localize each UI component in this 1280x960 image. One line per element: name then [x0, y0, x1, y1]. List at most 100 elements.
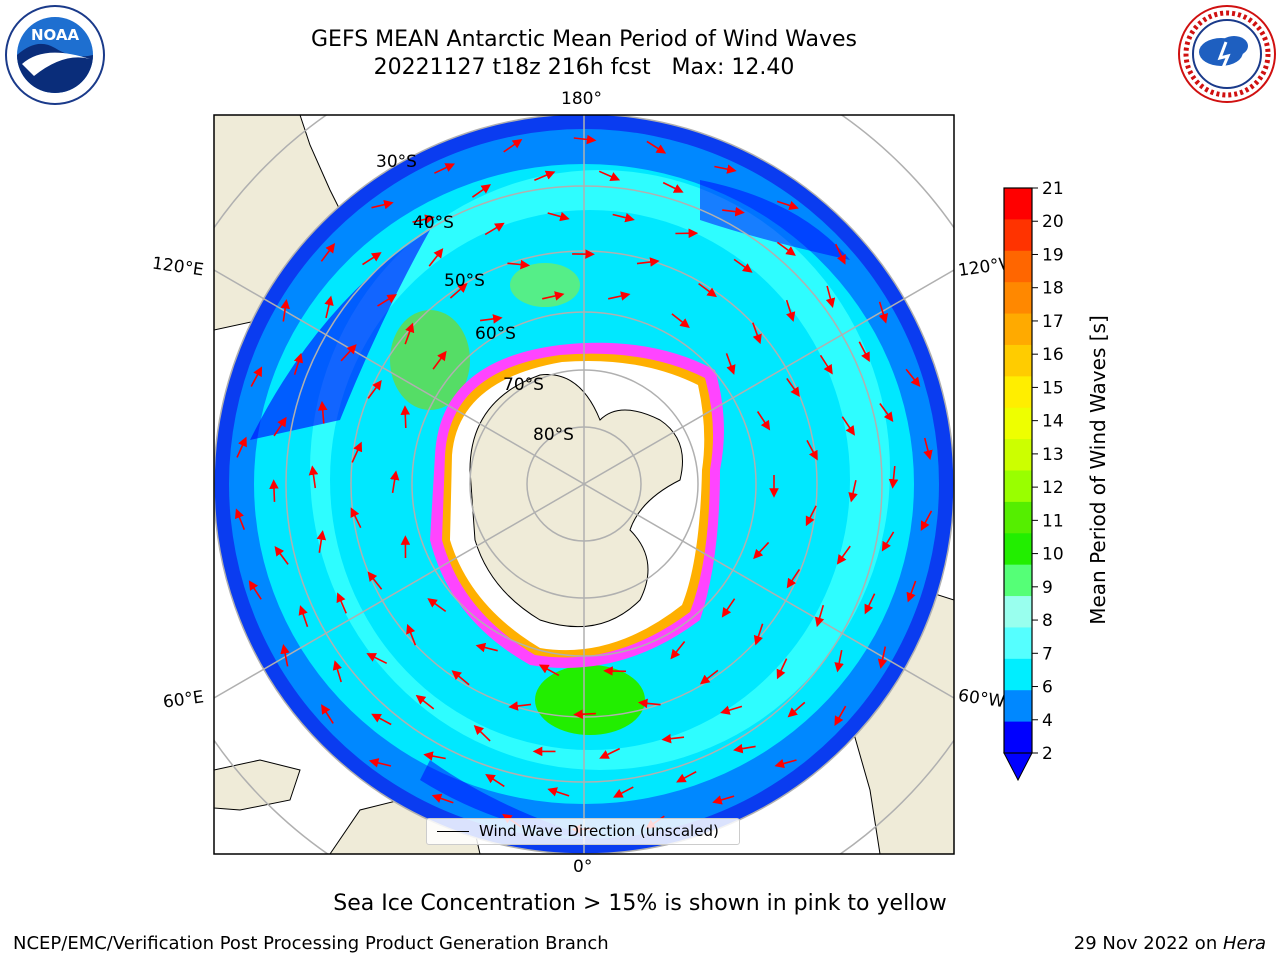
footer-date-text: 29 Nov 2022 on: [1073, 933, 1223, 954]
wave-direction-arrow: [280, 643, 290, 667]
wave-direction-arrow: [841, 416, 855, 436]
wave-direction-arrow: [573, 709, 596, 719]
wave-direction-arrow: [786, 377, 800, 398]
colorbar-tick-label: 20: [1042, 212, 1064, 232]
wave-direction-arrow: [340, 344, 357, 362]
wave-direction-arrow: [321, 704, 334, 724]
colorbar-tick-label: 12: [1042, 478, 1064, 498]
wave-direction-arrow: [733, 258, 753, 273]
wave-direction-arrow: [415, 694, 435, 710]
colorbar-cell: [1004, 344, 1032, 377]
wave-direction-arrow: [905, 368, 921, 388]
colorbar-tick-label: 11: [1042, 511, 1064, 531]
wave-direction-arrow: [377, 294, 397, 307]
colorbar-cell: [1004, 721, 1032, 754]
wave-direction-arrow: [864, 593, 876, 615]
wave-direction-arrow: [613, 786, 634, 798]
wave-direction-arrow: [434, 163, 456, 174]
colorbar-extend-triangle: [1003, 752, 1033, 782]
wave-direction-arrow: [814, 604, 825, 628]
wave-direction-arrow: [273, 416, 287, 437]
colorbar-cell: [1004, 282, 1032, 315]
colorbar-cell: [1004, 596, 1032, 628]
colorbar-cell: [1004, 658, 1032, 691]
wave-direction-arrow: [274, 546, 289, 565]
wave-direction-arrow: [320, 243, 336, 262]
colorbar-cell: [1004, 376, 1032, 409]
wave-direction-arrow: [698, 282, 717, 298]
nws-logo: [1178, 5, 1276, 103]
wave-direction-arrow: [248, 580, 262, 600]
wave-direction-arrow: [725, 353, 736, 375]
wave-direction-arrow: [712, 795, 735, 805]
wave-direction-arrow: [819, 354, 833, 375]
wave-direction-arrow: [573, 134, 597, 145]
wave-direction-arrow: [920, 510, 933, 532]
colorbar-cell: [1004, 219, 1032, 252]
wave-direction-arrow: [637, 698, 661, 709]
footer-credit: NCEP/EMC/Verification Post Processing Pr…: [13, 933, 609, 954]
wave-direction-arrow: [336, 592, 347, 614]
wave-direction-arrow: [236, 436, 247, 458]
wave-direction-arrow: [298, 605, 309, 627]
chart-subtitle-run: 20221127 t18z 216h fcst Max: 12.40: [373, 55, 795, 80]
footer-date: 29 Nov 2022 on Hera: [1074, 933, 1266, 954]
wave-direction-arrow: [431, 793, 454, 804]
wave-direction-arrow: [371, 199, 394, 210]
wave-direction-arrow: [888, 466, 899, 489]
wave-direction-arrow: [756, 411, 771, 431]
wave-direction-arrow: [479, 314, 503, 324]
wave-direction-arrow: [878, 301, 889, 324]
wave-direction-arrow: [367, 380, 382, 399]
wave-direction-arrow: [805, 505, 817, 527]
colorbar-cell: [1004, 501, 1032, 534]
wave-direction-arrow: [786, 568, 801, 589]
legend-label: Wind Wave Direction (unscaled): [479, 822, 719, 840]
wave-direction-arrow: [806, 440, 818, 461]
wave-direction-arrow: [676, 770, 697, 783]
wave-direction-arrow: [250, 366, 263, 387]
wave-direction-arrow: [432, 350, 447, 370]
wave-direction-arrow: [269, 479, 279, 502]
graticule: [214, 115, 954, 854]
wave-direction-arrow: [308, 465, 319, 489]
colorbar-tick-label: 15: [1042, 378, 1064, 398]
wave-direction-arrow: [412, 214, 435, 224]
wave-direction-arrow: [508, 701, 532, 711]
wave-direction-arrow: [752, 322, 762, 345]
wave-direction-arrow: [406, 623, 417, 646]
wave-direction-arrow: [428, 248, 444, 267]
wave-direction-arrow: [542, 291, 565, 301]
colorbar-tick-label: 7: [1042, 644, 1053, 664]
colorbar-cell: [1004, 627, 1032, 660]
colorbar-cell: [1004, 407, 1032, 440]
wave-direction-arrow: [834, 649, 844, 673]
noaa-logo-text: NOAA: [31, 26, 80, 44]
wave-direction-arrow: [362, 252, 382, 266]
wave-direction-arrow: [721, 598, 736, 618]
wave-direction-arrow: [753, 541, 770, 560]
colorbar-tick-label: 8: [1042, 611, 1053, 631]
wave-direction-arrow: [646, 140, 667, 154]
colorbar-tick-label: 6: [1042, 678, 1053, 698]
wave-direction-arrow: [825, 285, 836, 308]
wave-direction-arrow: [484, 222, 505, 236]
lon-label-bottom: 0°: [573, 857, 593, 877]
wave-direction-arrow: [671, 313, 690, 328]
wave-direction-arrow: [881, 531, 895, 552]
wave-direction-arrow: [661, 733, 685, 744]
colorbar-tick-label: 17: [1042, 312, 1064, 332]
wave-direction-arrow: [776, 200, 799, 211]
wave-direction-arrow: [368, 758, 392, 768]
colorbar-tick-label: 2: [1042, 744, 1053, 764]
wave-direction-arrow: [879, 403, 894, 422]
colorbar-tick-label: 13: [1042, 445, 1064, 465]
wave-direction-arrow: [534, 170, 556, 181]
colorbar-cell: [1004, 470, 1032, 503]
wave-direction-arrow: [507, 259, 531, 270]
wave-direction-arrow: [400, 405, 411, 429]
lat-label-50s: 50°S: [444, 271, 485, 291]
wave-direction-arrow: [293, 352, 304, 375]
wave-direction-arrow: [538, 664, 560, 677]
